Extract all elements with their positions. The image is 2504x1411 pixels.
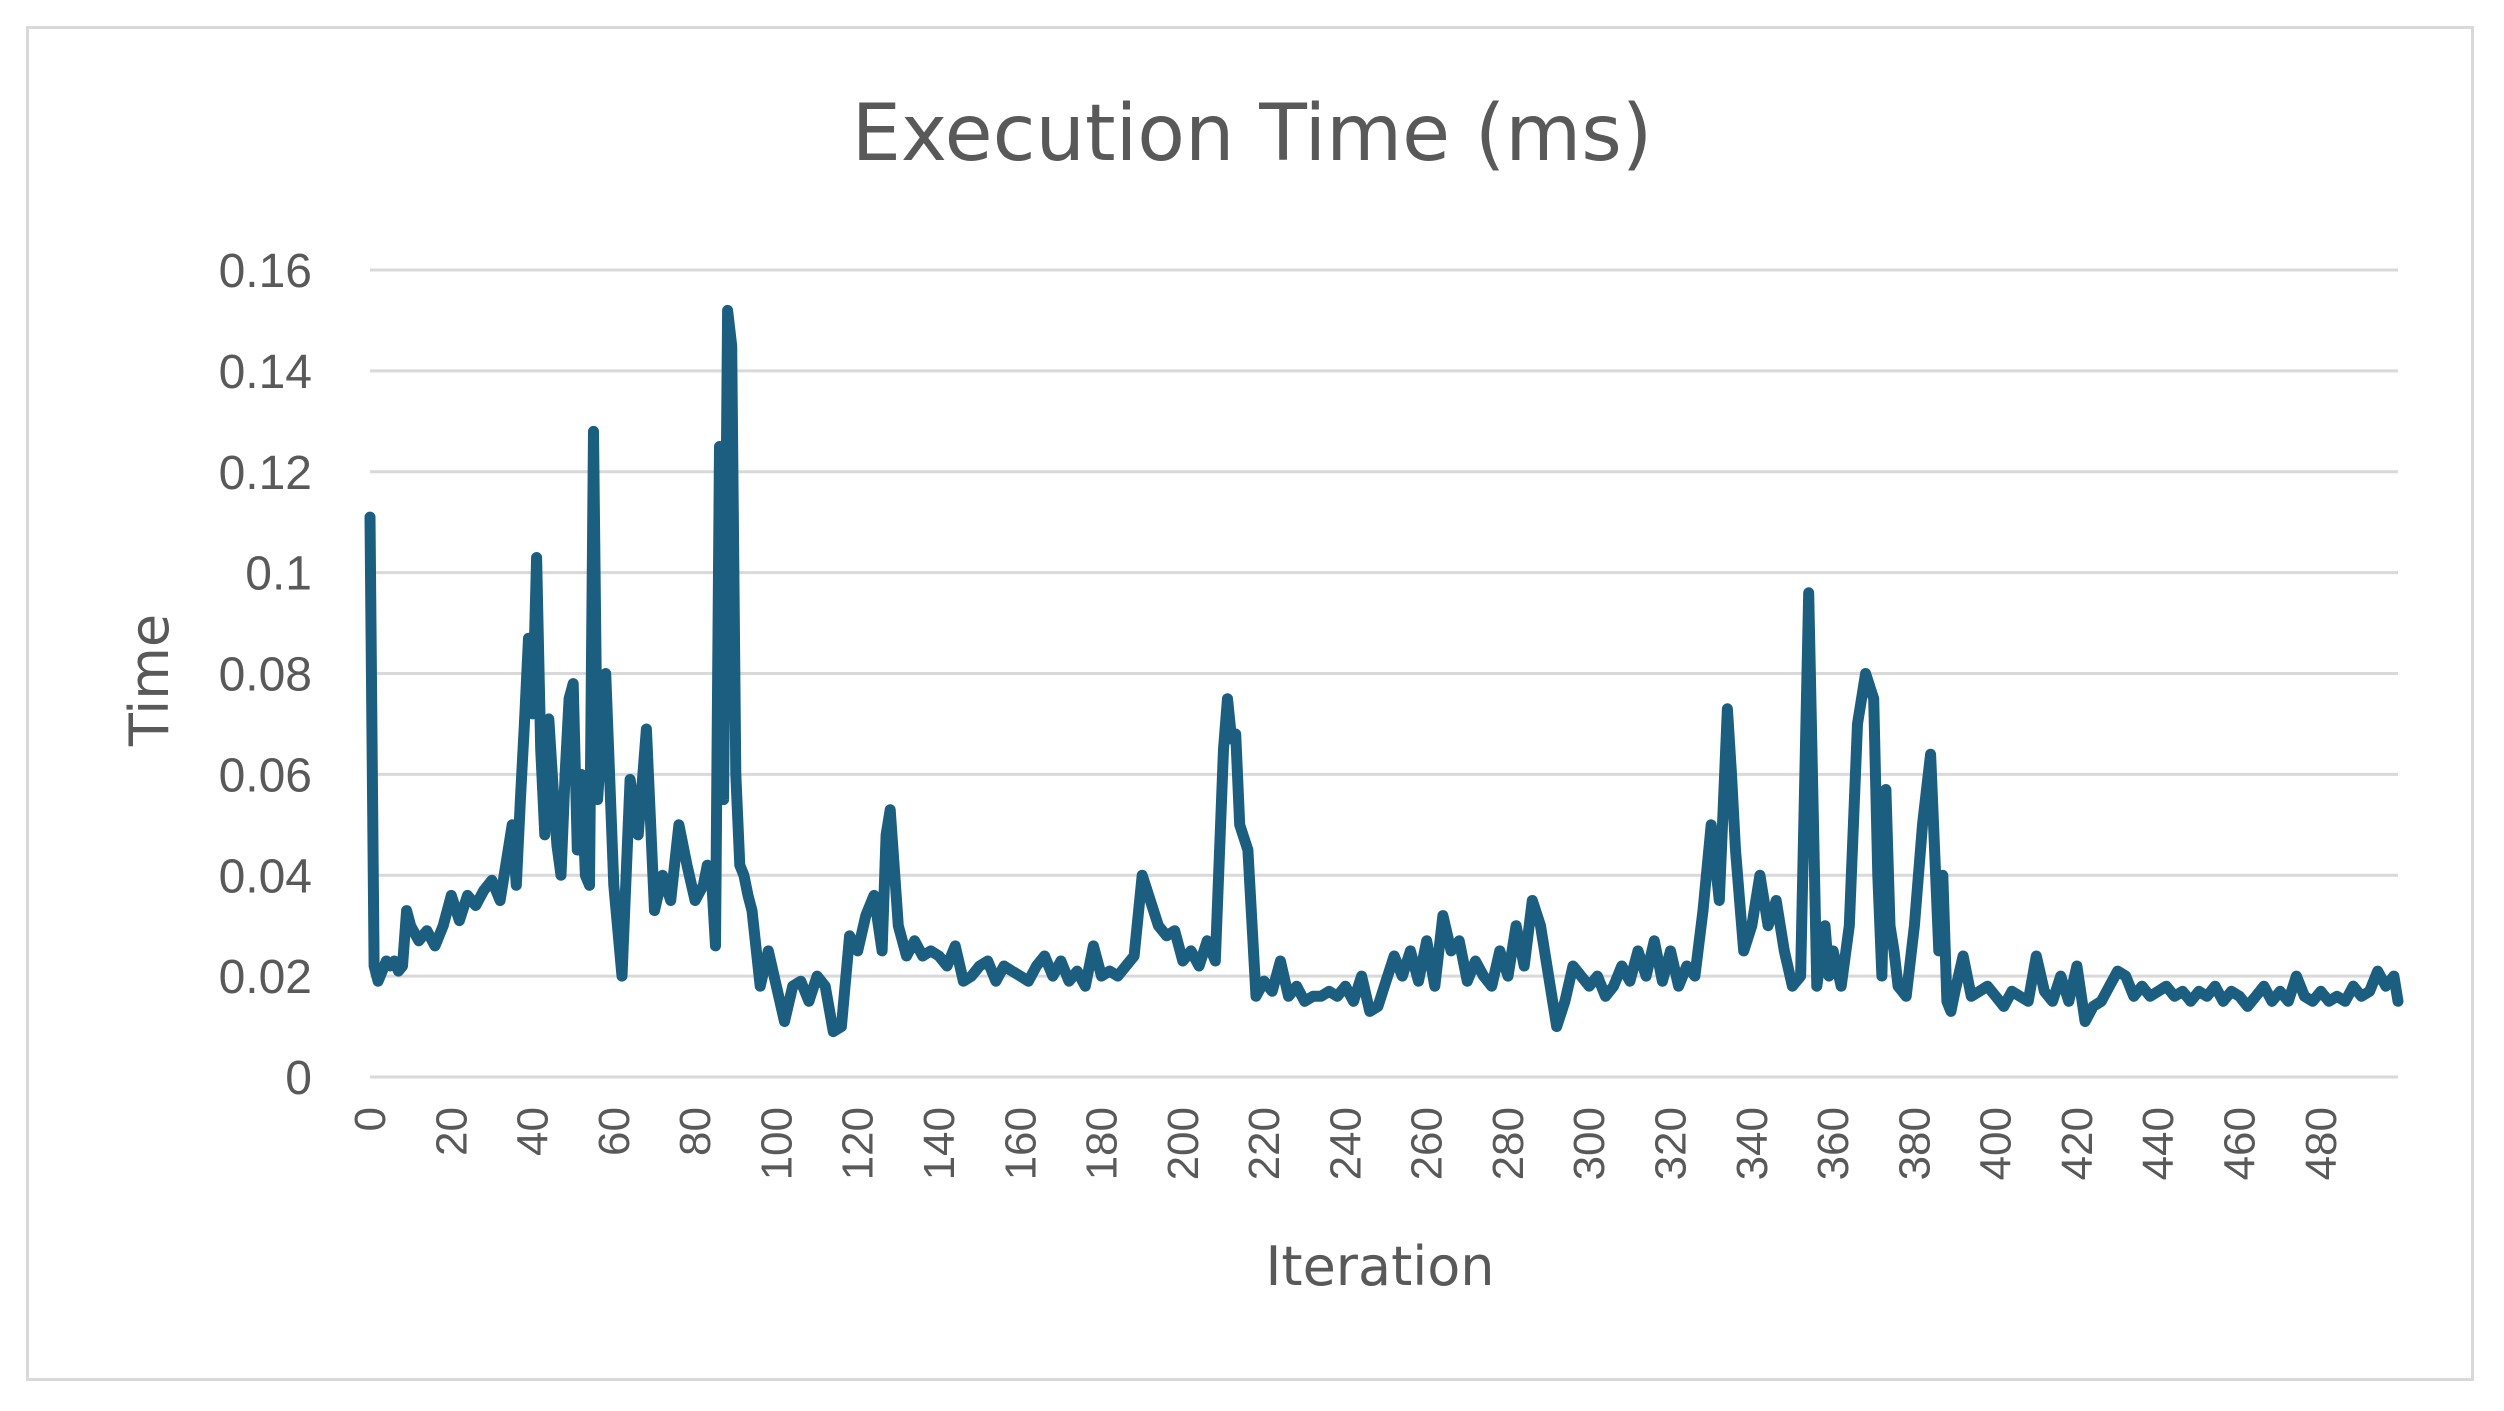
y-tick-label: 0.08 bbox=[219, 649, 312, 702]
x-tick-label: 100 bbox=[752, 1107, 801, 1180]
series-line-0 bbox=[364, 304, 2404, 1038]
y-tick-label: 0.06 bbox=[219, 749, 312, 802]
y-tick-label: 0 bbox=[285, 1052, 312, 1105]
y-tick-label: 0.14 bbox=[219, 346, 312, 399]
x-tick-label: 360 bbox=[1809, 1107, 1858, 1180]
x-tick-label: 240 bbox=[1321, 1107, 1370, 1180]
x-tick-label: 420 bbox=[2053, 1107, 2102, 1180]
x-tick-label: 140 bbox=[915, 1107, 964, 1180]
x-tick-label: 320 bbox=[1647, 1107, 1696, 1180]
x-axis-ticks: 0 20 40 60 80 100 120 140 160 180 200 220 240 260 280 3… bbox=[346, 1107, 2346, 1180]
y-tick-label: 0.1 bbox=[245, 548, 312, 601]
x-tick-label: 180 bbox=[1078, 1107, 1127, 1180]
x-tick-label: 200 bbox=[1159, 1107, 1208, 1180]
x-tick-label: 260 bbox=[1403, 1107, 1452, 1180]
x-tick-label: 380 bbox=[1890, 1107, 1939, 1180]
x-tick-label: 160 bbox=[996, 1107, 1045, 1180]
chart-title: Execution Time (ms) bbox=[852, 89, 1653, 179]
y-tick-label: 0.04 bbox=[219, 850, 312, 903]
chart-frame bbox=[26, 26, 2474, 1381]
x-tick-label: 220 bbox=[1240, 1107, 1289, 1180]
x-tick-label: 40 bbox=[509, 1107, 558, 1156]
x-tick-label: 480 bbox=[2297, 1107, 2346, 1180]
x-axis-title: Iteration bbox=[1265, 1235, 1494, 1298]
y-axis-ticks: 0 0.02 0.04 0.06 0.08 0.1 0.12 0.14 0.16 bbox=[219, 245, 312, 1105]
x-tick-label: 120 bbox=[834, 1107, 883, 1180]
x-tick-label: 400 bbox=[1972, 1107, 2021, 1180]
series-layer bbox=[364, 304, 2404, 1038]
y-tick-label: 0.12 bbox=[219, 447, 312, 500]
x-tick-label: 80 bbox=[671, 1107, 720, 1156]
x-tick-label: 300 bbox=[1565, 1107, 1614, 1180]
y-axis-title: Time bbox=[118, 614, 181, 747]
x-tick-label: 440 bbox=[2134, 1107, 2183, 1180]
x-tick-label: 0 bbox=[346, 1107, 395, 1131]
x-tick-label: 460 bbox=[2215, 1107, 2264, 1180]
y-tick-label: 0.02 bbox=[219, 951, 312, 1004]
x-tick-label: 340 bbox=[1728, 1107, 1777, 1180]
x-tick-label: 60 bbox=[590, 1107, 639, 1156]
x-tick-label: 280 bbox=[1484, 1107, 1533, 1180]
x-tick-label: 20 bbox=[427, 1107, 476, 1156]
y-tick-label: 0.16 bbox=[219, 245, 312, 298]
gridlines bbox=[370, 268, 2398, 1079]
